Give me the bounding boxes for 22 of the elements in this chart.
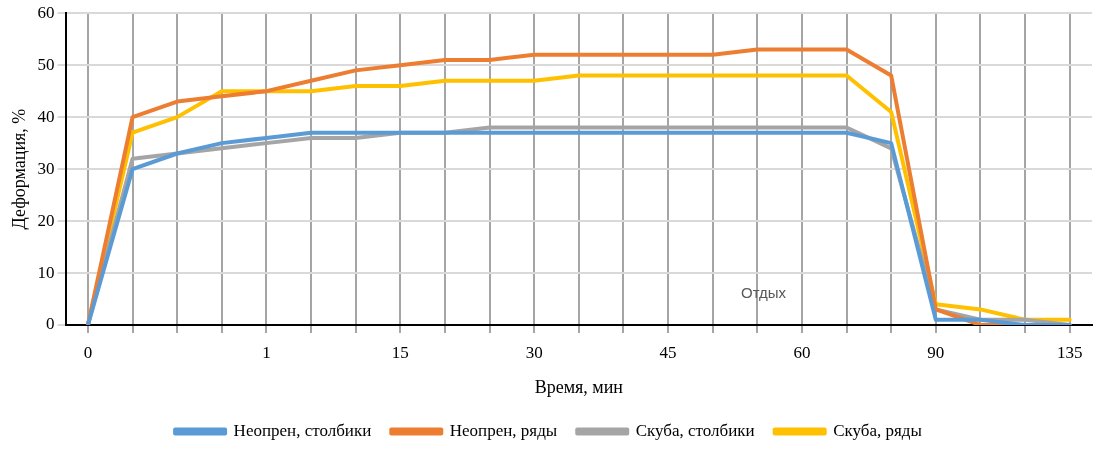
x-tick-label: 90 <box>927 342 945 362</box>
annotation: Отдых <box>741 283 787 301</box>
legend-label: Неопрен, столбики <box>233 420 372 440</box>
legend-label: Неопрен, ряды <box>449 420 558 440</box>
legend-label: Скуба, ряды <box>833 420 923 440</box>
y-tick-label: 60 <box>37 2 55 22</box>
x-tick-label: 135 <box>1056 342 1083 362</box>
y-axis-title: Деформация, % <box>8 108 29 230</box>
y-tick-label: 40 <box>37 106 55 126</box>
y-tick-label: 50 <box>37 54 55 74</box>
legend-label: Скуба, столбики <box>635 420 755 440</box>
x-tick-label: 15 <box>391 342 409 362</box>
y-tick-label: 10 <box>37 262 55 282</box>
x-tick-label: 30 <box>525 342 543 362</box>
x-tick-label: 45 <box>659 342 677 362</box>
x-tick-label: 1 <box>262 342 271 362</box>
y-tick-label: 20 <box>37 210 55 230</box>
x-tick-label: 0 <box>83 342 93 362</box>
x-tick-label: 60 <box>793 342 811 362</box>
y-tick-label: 30 <box>37 158 55 178</box>
x-axis-title: Время, мин <box>534 376 624 397</box>
y-tick-label: 0 <box>46 314 55 334</box>
